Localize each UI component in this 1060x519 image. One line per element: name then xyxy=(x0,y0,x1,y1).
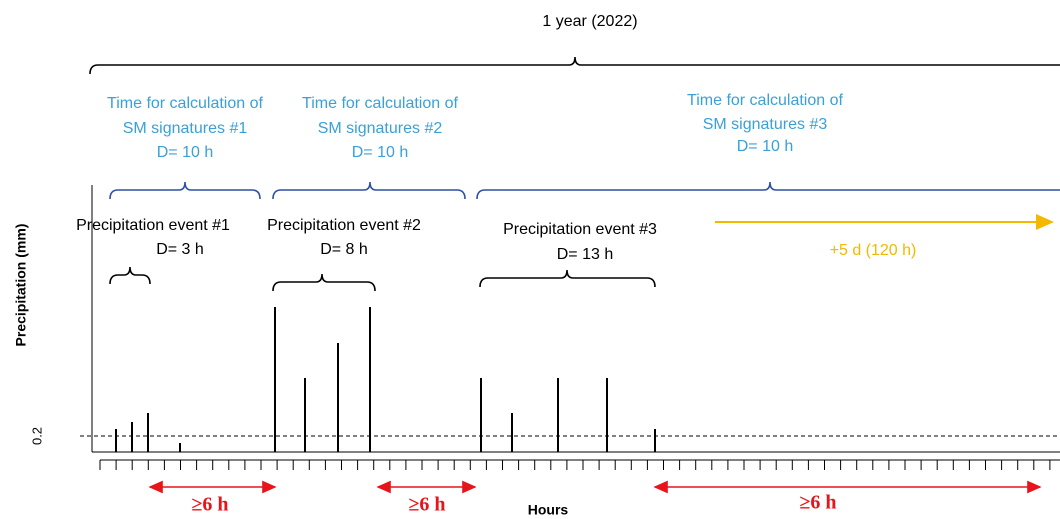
y-tick-label: 0.2 xyxy=(29,427,44,445)
brace xyxy=(272,181,466,200)
event-title: Precipitation event #2 xyxy=(267,217,421,234)
window-label: Time for calculation of SM signatures #3 D… xyxy=(687,92,843,155)
y-label: Precipitation (mm) xyxy=(13,224,29,347)
event-duration: D= 8 h xyxy=(320,241,368,258)
brace xyxy=(89,56,1060,75)
event-title: Precipitation event #1 xyxy=(76,217,230,234)
window-label: Time for calculation of SM signatures #2 D… xyxy=(302,95,458,161)
event-duration: D= 13 h xyxy=(557,246,613,263)
extension-label: +5 d (120 h) xyxy=(830,242,917,259)
brace xyxy=(109,181,261,200)
gap-label: ≥6 h xyxy=(408,494,445,516)
brace xyxy=(109,266,151,285)
title: 1 year (2022) xyxy=(542,13,637,30)
gap-label: ≥6 h xyxy=(799,492,836,514)
event-title: Precipitation event #3 xyxy=(503,221,657,238)
x-label: Hours xyxy=(528,502,569,518)
brace xyxy=(479,269,656,288)
brace xyxy=(476,181,1060,200)
brace xyxy=(272,273,376,292)
gap-label: ≥6 h xyxy=(191,494,228,516)
event-duration: D= 3 h xyxy=(156,241,204,258)
window-label: Time for calculation of SM signatures #1 D… xyxy=(107,95,263,161)
